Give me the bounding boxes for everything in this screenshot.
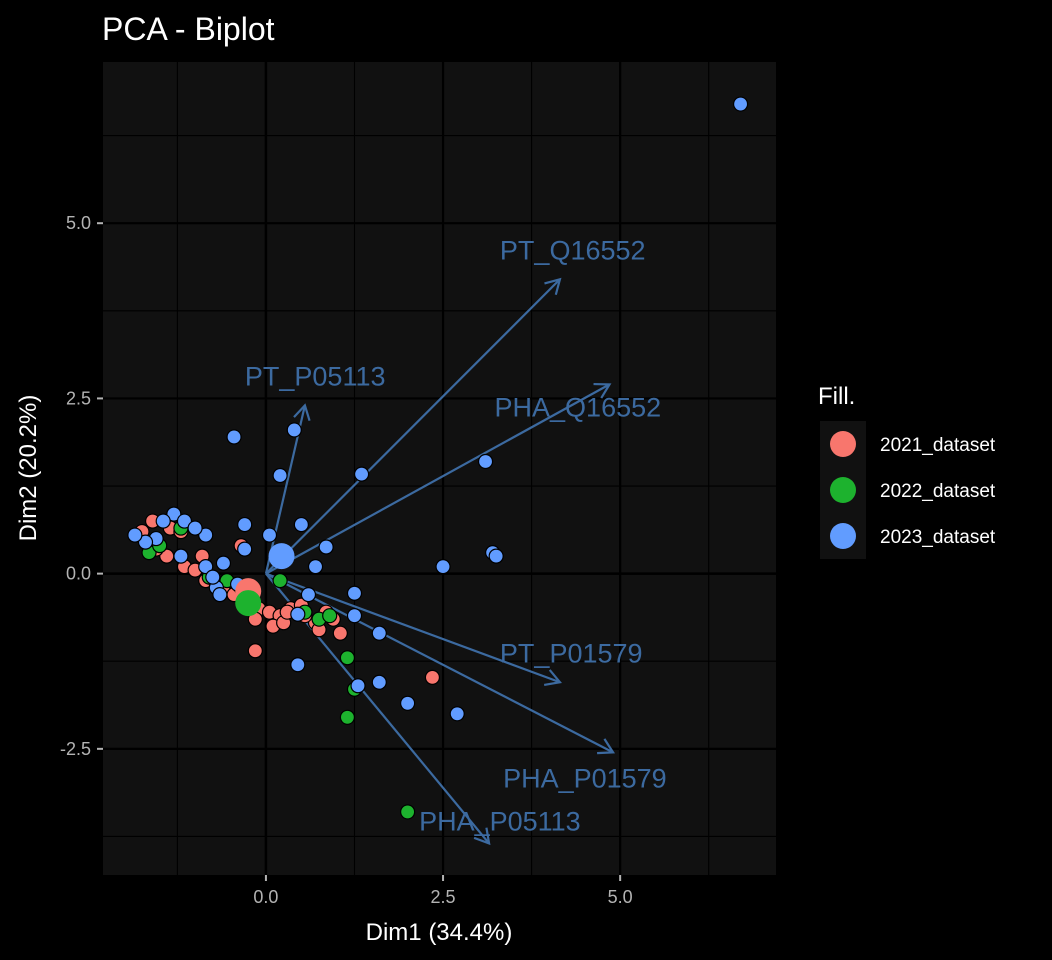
arrow-label-PT_P05113: PT_P05113: [245, 361, 386, 391]
y-tick-label: 2.5: [66, 388, 91, 408]
data-point-2022_dataset: [272, 573, 288, 589]
y-tick-label: -2.5: [60, 739, 91, 759]
data-point-2023_dataset: [435, 559, 451, 575]
data-point-2022_dataset: [339, 709, 356, 725]
data-point-2023_dataset: [173, 548, 189, 564]
data-point-2023_dataset: [198, 559, 214, 575]
data-point-2023_dataset: [187, 520, 203, 536]
legend: Fill. 2021_dataset 2022_dataset 2023_datas…: [818, 383, 996, 559]
group-centroids: [235, 543, 295, 617]
data-point-2023_dataset: [300, 587, 317, 603]
y-axis-title: Dim2 (20.2%): [15, 395, 42, 542]
data-point-2023_dataset: [290, 606, 306, 622]
data-point-2023_dataset: [371, 674, 387, 690]
data-point-2023_dataset: [137, 534, 154, 550]
legend-label-2022_dataset: 2022_dataset: [880, 481, 996, 502]
data-point-2023_dataset: [293, 516, 309, 533]
data-point-2023_dataset: [488, 548, 504, 564]
grid-minor: [103, 62, 776, 875]
grid-major: [103, 62, 776, 875]
arrow-label-PT_Q16552: PT_Q16552: [500, 235, 646, 265]
data-points: [127, 96, 749, 820]
data-point-2023_dataset: [176, 513, 193, 529]
data-point-2022_dataset: [339, 650, 356, 666]
legend-title: Fill.: [818, 383, 855, 410]
data-point-2023_dataset: [371, 625, 387, 641]
data-point-2023_dataset: [212, 587, 228, 603]
data-point-2023_dataset: [449, 706, 465, 722]
data-point-2023_dataset: [732, 96, 749, 112]
data-point-2023_dataset: [226, 429, 242, 445]
arrow-label-PHA_P01579: PHA_P01579: [503, 763, 667, 793]
data-point-2023_dataset: [215, 555, 232, 571]
data-point-2023_dataset: [290, 657, 306, 673]
legend-label-2021_dataset: 2021_dataset: [880, 435, 996, 456]
x-axis-title: Dim1 (34.4%): [366, 919, 513, 946]
arrow-label-PHA_P05113: PHA_P05113: [419, 806, 581, 836]
data-point-2022_dataset: [400, 804, 416, 820]
data-point-2023_dataset: [272, 467, 288, 484]
data-point-2023_dataset: [237, 516, 253, 533]
data-point-2022_dataset: [322, 608, 338, 624]
data-point-2023_dataset: [477, 453, 494, 470]
variable-labels: PT_Q16552 PHA_Q16552 PT_P05113 PT_P01579 PHA…: [245, 235, 667, 836]
legend-key-2021_dataset: [830, 431, 856, 457]
legend-label-2023_dataset: 2023_dataset: [880, 527, 996, 548]
centroid-2022_dataset: [235, 590, 262, 617]
data-point-2023_dataset: [318, 539, 334, 555]
arrow-PHA_P01579: [265, 572, 616, 755]
y-tick-label: 0.0: [66, 564, 91, 584]
centroid-2023_dataset: [268, 543, 295, 570]
y-tick-label: 5.0: [66, 213, 91, 233]
arrow-PT_Q16552: [265, 277, 562, 575]
data-point-2023_dataset: [198, 527, 214, 543]
chart-title: PCA - Biplot: [102, 11, 275, 47]
data-point-2023_dataset: [400, 695, 416, 711]
data-point-2023_dataset: [286, 422, 302, 438]
x-tick-label: 5.0: [608, 887, 633, 907]
data-point-2023_dataset: [205, 569, 221, 585]
data-point-2023_dataset: [353, 466, 370, 482]
data-point-2023_dataset: [237, 541, 253, 557]
legend-key-2023_dataset: [830, 523, 856, 549]
x-tick-label: 2.5: [431, 887, 456, 907]
data-point-2021_dataset: [424, 669, 441, 685]
data-point-2023_dataset: [346, 585, 363, 601]
x-axis: 0.0 2.5 5.0: [253, 875, 633, 907]
arrow-label-PHA_Q16552: PHA_Q16552: [495, 392, 662, 422]
x-tick-label: 0.0: [253, 887, 278, 907]
arrow-label-PT_P01579: PT_P01579: [500, 638, 643, 668]
data-point-2021_dataset: [332, 625, 348, 641]
data-point-2023_dataset: [166, 506, 182, 522]
data-point-2021_dataset: [247, 643, 263, 659]
data-point-2023_dataset: [155, 513, 171, 529]
data-point-2023_dataset: [127, 527, 143, 543]
plot-panel: [103, 62, 776, 875]
data-point-2023_dataset: [350, 678, 366, 694]
data-point-2023_dataset: [307, 559, 324, 575]
legend-key-2022_dataset: [830, 477, 856, 503]
y-axis: -2.5 0.0 2.5 5.0: [60, 213, 103, 759]
data-point-2023_dataset: [346, 608, 363, 624]
data-point-2023_dataset: [261, 527, 278, 543]
